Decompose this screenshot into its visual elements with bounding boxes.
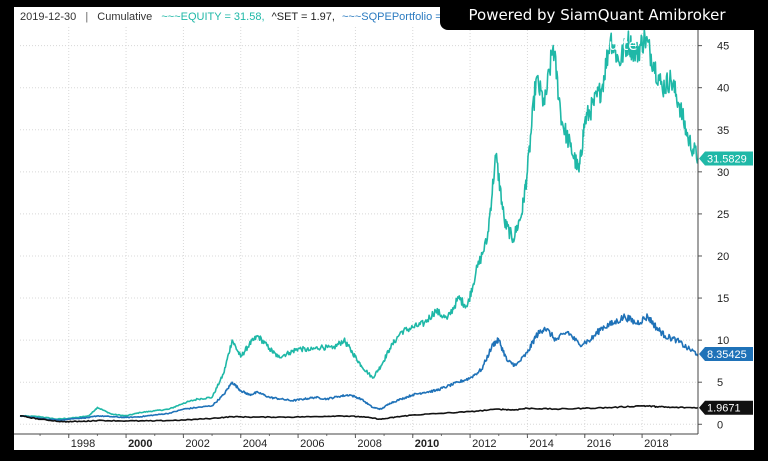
y-tick-label: 25	[717, 209, 729, 221]
y-tick-label: 35	[717, 125, 729, 137]
chart-frame: 2019-12-30 | Cumulative ~~~EQUITY = 31.5…	[14, 7, 754, 450]
powered-by-banner: Powered by SiamQuant Amibroker AlphaSuit…	[440, 0, 754, 54]
y-tick-label: 40	[717, 83, 729, 95]
x-tick-label: 2014	[529, 438, 553, 450]
x-tick-label: 2008	[357, 438, 381, 450]
y-tick-label: 5	[717, 377, 723, 389]
last-value-label: 1.9671	[707, 403, 741, 415]
x-tick-label: 1998	[71, 438, 95, 450]
x-tick-label: 2012	[472, 438, 496, 450]
chart-svg: 0 5 10 15 20 25 30 35 40 45 1998 2000 2002 2004 2006 20…	[14, 27, 753, 450]
y-tick-label: 10	[717, 335, 729, 347]
y-tick-label: 15	[717, 293, 729, 305]
x-tick-label: 2018	[644, 438, 668, 450]
last-value-tag	[699, 400, 753, 415]
x-tick-label: 2000	[128, 438, 152, 450]
y-tick-label: 20	[717, 251, 729, 263]
x-tick-label: 2002	[185, 438, 209, 450]
value-labels: 31.5829 8.35425 1.9671	[699, 151, 753, 415]
axes: 0 5 10 15 20 25 30 35 40 45 1998 2000 2002 2004 2006 20…	[14, 27, 729, 450]
x-tick-label: 2010	[415, 438, 439, 450]
header-separator: |	[85, 11, 89, 23]
y-tick-label: 45	[717, 41, 729, 53]
x-tick-label: 2004	[243, 438, 267, 450]
last-value-tag	[699, 347, 753, 362]
series-lines	[19, 28, 699, 423]
series-line-set	[19, 404, 699, 423]
series-line-sqpeportfolio	[19, 313, 699, 422]
y-tick-label: 0	[717, 419, 723, 431]
series-line-equity	[19, 28, 699, 421]
legend-equity: ~~~EQUITY = 31.58,	[161, 11, 265, 23]
x-tick-label: 2006	[300, 438, 324, 450]
last-value-label: 8.35425	[707, 349, 747, 361]
grid-lines	[20, 27, 698, 431]
y-tick-label: 30	[717, 167, 729, 179]
legend-set: ^SET = 1.97,	[271, 11, 335, 23]
last-value-tag	[699, 151, 753, 166]
header-mode: Cumulative	[97, 11, 153, 23]
last-value-label: 31.5829	[707, 154, 747, 166]
x-tick-label: 2016	[587, 438, 611, 450]
header-date: 2019-12-30	[20, 11, 77, 23]
